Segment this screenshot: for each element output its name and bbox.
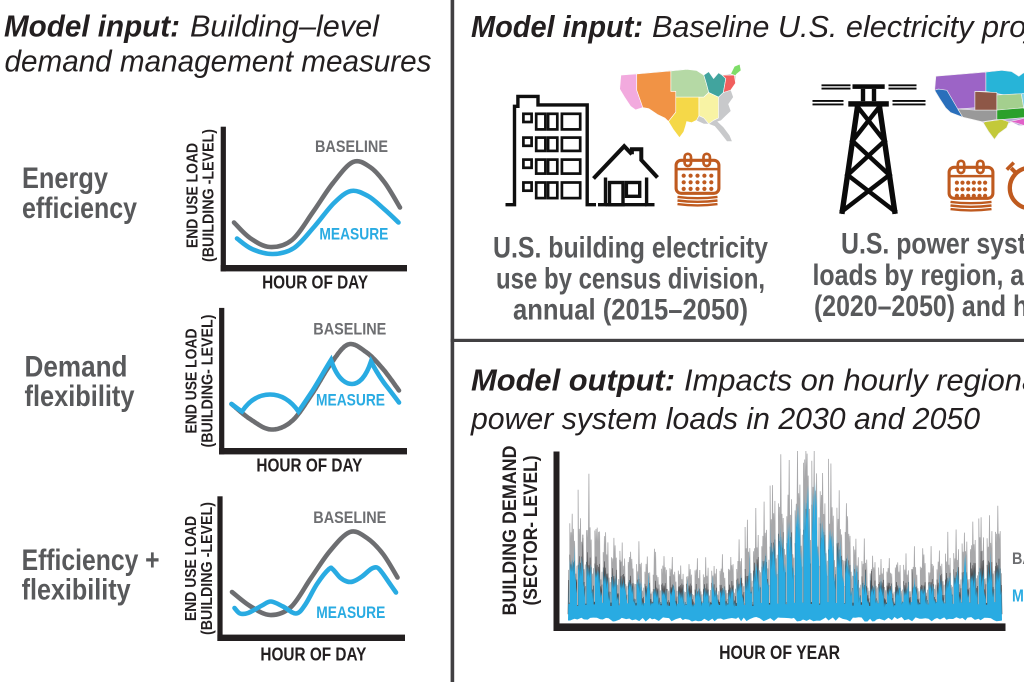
svg-text:BUILDING DEMAND: BUILDING DEMAND — [500, 446, 521, 616]
svg-text:Impacts on hourly regional: Impacts on hourly regional — [684, 363, 1024, 398]
svg-text:HOUR OF YEAR: HOUR OF YEAR — [719, 643, 840, 664]
svg-text:U.S. building electricity: U.S. building electricity — [493, 232, 768, 265]
svg-text:Building–level: Building–level — [190, 9, 380, 44]
svg-text:MEASURE: MEASURE — [1012, 586, 1024, 606]
svg-text:HOUR OF DAY: HOUR OF DAY — [256, 456, 362, 476]
svg-text:MEASURE: MEASURE — [316, 603, 385, 622]
svg-text:U.S. power system: U.S. power system — [841, 228, 1024, 261]
svg-text:Model input:: Model input: — [4, 9, 180, 44]
svg-text:Model input:: Model input: — [471, 9, 643, 44]
svg-text:flexibility: flexibility — [22, 574, 131, 607]
svg-text:power system loads in 2030 and: power system loads in 2030 and 2050 — [470, 401, 980, 436]
svg-text:HOUR OF DAY: HOUR OF DAY — [260, 645, 366, 665]
svg-text:HOUR OF DAY: HOUR OF DAY — [262, 272, 368, 292]
svg-text:MEASURE: MEASURE — [319, 225, 388, 244]
svg-text:use by census division,: use by census division, — [496, 263, 765, 296]
svg-text:MEASURE: MEASURE — [316, 391, 385, 410]
svg-text:END USE LOAD: END USE LOAD — [183, 516, 200, 621]
svg-text:annual (2015–2050): annual (2015–2050) — [513, 294, 748, 327]
svg-text:flexibility: flexibility — [25, 380, 135, 413]
svg-text:BASELINE: BASELINE — [313, 508, 386, 527]
svg-text:(SECTOR- LEVEL): (SECTOR- LEVEL) — [521, 456, 542, 606]
svg-text:BASELINE: BASELINE — [1012, 549, 1024, 568]
svg-text:BASELINE: BASELINE — [315, 137, 388, 156]
svg-text:demand management measures: demand management measures — [5, 44, 432, 79]
svg-text:(BUILDING -LEVEL): (BUILDING -LEVEL) — [201, 129, 218, 262]
svg-text:Baseline U.S. electricity proj: Baseline U.S. electricity projections — [652, 9, 1024, 44]
svg-text:END USE LOAD: END USE LOAD — [185, 143, 202, 248]
svg-text:END USE LOAD: END USE LOAD — [184, 329, 201, 434]
svg-text:Efficiency +: Efficiency + — [22, 544, 160, 577]
svg-text:BASELINE: BASELINE — [313, 319, 386, 338]
svg-text:(BUILDING -LEVEL): (BUILDING -LEVEL) — [199, 502, 216, 635]
svg-text:Demand: Demand — [25, 351, 128, 384]
svg-text:loads by region, annual: loads by region, annual — [813, 259, 1024, 292]
svg-text:(BUILDING- LEVEL): (BUILDING- LEVEL) — [200, 315, 217, 448]
svg-text:efficiency: efficiency — [22, 192, 137, 225]
svg-text:(2020–2050) and hourly: (2020–2050) and hourly — [814, 290, 1024, 323]
svg-text:Energy: Energy — [22, 162, 108, 195]
svg-text:Model output:: Model output: — [471, 363, 675, 398]
